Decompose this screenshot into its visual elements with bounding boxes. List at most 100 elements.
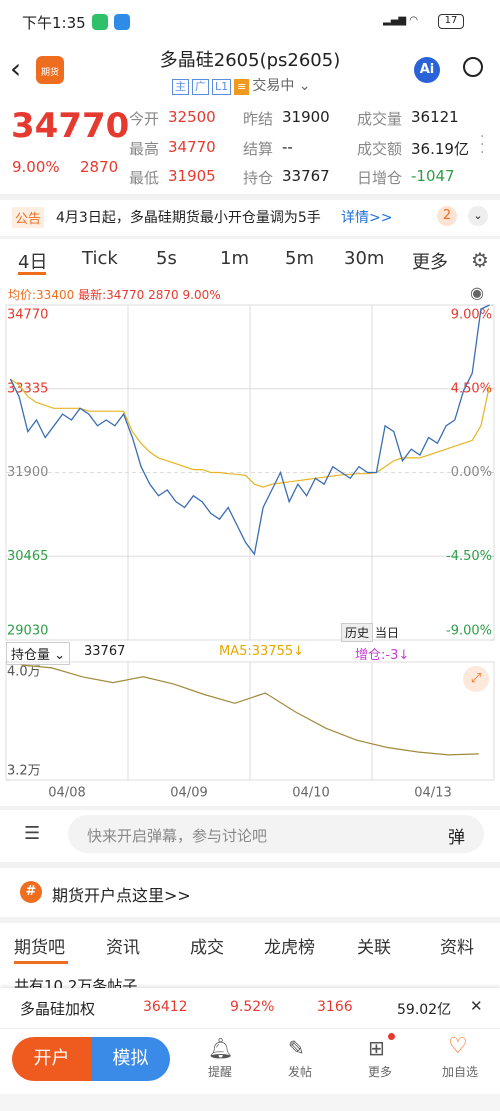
content-tab[interactable]: 期货吧 (14, 938, 65, 958)
ticker-price: 36412 (143, 999, 188, 1015)
period-tab[interactable]: 30m (344, 248, 385, 269)
nav-item[interactable]: 更多 (367, 1065, 392, 1079)
eye-icon[interactable]: ◉ (470, 283, 484, 302)
header-sub: 主广 L1 ≡ 交易中 ⌄ (172, 75, 311, 95)
nav-icon: ✎ (288, 1036, 305, 1060)
settings-button[interactable]: ⚙ (471, 248, 489, 272)
banner-icon: # (20, 881, 42, 903)
y2-tick-label: 4.50% (451, 381, 492, 396)
oi-inc: 增仓:-3↓ (355, 644, 409, 663)
content-tab[interactable]: 资料 (440, 938, 474, 958)
oi-ma-arrow: ↓ (293, 644, 305, 659)
quote-value: 36.19亿 (411, 139, 469, 158)
oi-ma-label: MA5: (219, 644, 252, 659)
expand-button[interactable]: ⌄ (468, 206, 488, 226)
oi-selector[interactable]: 持仓量 ⌄ (6, 642, 71, 665)
quote-label: 最低 (129, 169, 160, 187)
status-time: 下午1:35 (22, 14, 86, 32)
y2-tick-label: 0.00% (451, 465, 492, 480)
separator (0, 194, 500, 200)
ticker-amount: 59.02亿 (397, 1002, 452, 1018)
nav-icon: ♡ (448, 1034, 468, 1059)
separator (0, 917, 500, 923)
y-tick-label: 34770 (7, 308, 48, 323)
change-pct: 9.00% (12, 158, 60, 176)
tag: L1 (212, 79, 232, 95)
period-tab[interactable]: 4日 (18, 252, 48, 273)
separator (0, 806, 500, 810)
legend-change: 2870 (148, 288, 179, 302)
last-price: 34770 (11, 106, 130, 146)
search-button[interactable] (463, 57, 483, 77)
y-tick-label: 30465 (7, 549, 48, 564)
oi-inc-label: 增仓: (355, 648, 386, 663)
legend-avg-label: 均价: (8, 288, 37, 302)
today-button[interactable]: 当日 (375, 626, 400, 640)
content-tab[interactable]: 关联 (357, 938, 391, 958)
quote-label: 结算 (243, 139, 274, 158)
ticker-name: 多晶硅加权 (20, 1000, 96, 1018)
danmaku-button[interactable]: 弹 (448, 828, 465, 848)
simulate-button[interactable]: 模拟 (91, 1037, 170, 1081)
expand-chart[interactable]: ⤢ (463, 666, 489, 692)
x-tick-label: 04/13 (414, 786, 451, 801)
history-button[interactable]: 历史 (341, 623, 374, 642)
comment-placeholder: 快来开启弹幕，参与讨论吧 (87, 827, 268, 845)
period-tab[interactable]: 5m (285, 248, 314, 269)
period-tab[interactable]: 更多 (412, 252, 448, 273)
quote-value: 33767 (282, 167, 330, 185)
period-tab[interactable]: 5s (156, 248, 177, 269)
app-icon (114, 14, 130, 30)
nav-icon: 🔔︎ (208, 1036, 234, 1060)
nav-item[interactable]: 发帖 (287, 1065, 312, 1079)
y-tick-label: 3.2万 (7, 764, 41, 779)
comment-input[interactable] (68, 815, 484, 853)
notice-link[interactable]: 详情>> (341, 210, 393, 226)
period-tab[interactable]: Tick (82, 248, 118, 269)
battery: 17 (438, 14, 464, 29)
y2-tick-label: 9.00% (451, 308, 492, 323)
danmaku-icon[interactable]: ☰ (24, 823, 41, 844)
oi-inc-arrow: ↓ (398, 648, 410, 663)
banner-text[interactable]: 期货开户点这里>> (52, 886, 191, 905)
ticker[interactable] (0, 988, 500, 1028)
quote-label: 最高 (129, 139, 160, 158)
header-title: 多晶硅2605(ps2605) (159, 50, 341, 71)
separator (0, 236, 500, 239)
notice-text: 4月3日起，多晶硅期货最小开仓量调为5手 (56, 210, 321, 226)
oi-ma: MA5:33755↓ (219, 644, 304, 659)
quote-label: 持仓 (243, 169, 274, 187)
app-logo: 期货 (36, 56, 64, 84)
oi-value: 33767 (84, 644, 126, 659)
badge (388, 1033, 395, 1040)
nav-item[interactable]: 加自选 (441, 1065, 478, 1079)
content-tab[interactable]: 成交 (190, 938, 224, 958)
nav-item[interactable]: 提醒 (207, 1065, 232, 1079)
app-icon (92, 14, 108, 30)
oi-ma-value: 33755 (251, 644, 294, 659)
ai-button[interactable]: Ai (414, 57, 440, 83)
period-tab[interactable]: 1m (220, 248, 249, 269)
legend-last-label: 最新: (78, 288, 107, 302)
series-line (21, 664, 479, 756)
legend-last: 34770 (106, 288, 145, 302)
content-tab[interactable]: 资讯 (106, 938, 140, 958)
tab-underline (18, 272, 46, 275)
back-button[interactable]: ‹ (10, 52, 22, 85)
quote-label: 昨结 (243, 110, 274, 128)
legend-change-pct: 9.00% (182, 288, 221, 302)
notice-tag: 公告 (12, 207, 45, 228)
oi-inc-value: -3 (385, 648, 399, 663)
oi-selector-label: 持仓量 (11, 648, 51, 663)
ticker-close[interactable]: ✕ (470, 997, 483, 1015)
y-tick-label: 29030 (7, 624, 48, 639)
content-tab[interactable]: 龙虎榜 (264, 938, 315, 958)
open-account-button[interactable]: 开户 (12, 1037, 91, 1081)
x-tick-label: 04/09 (170, 786, 207, 801)
more-dots[interactable]: · · · (480, 129, 485, 161)
tag: 广 (192, 79, 209, 95)
y-tick-label: 4.0万 (7, 665, 41, 680)
y2-tick-label: -9.00% (446, 624, 492, 639)
